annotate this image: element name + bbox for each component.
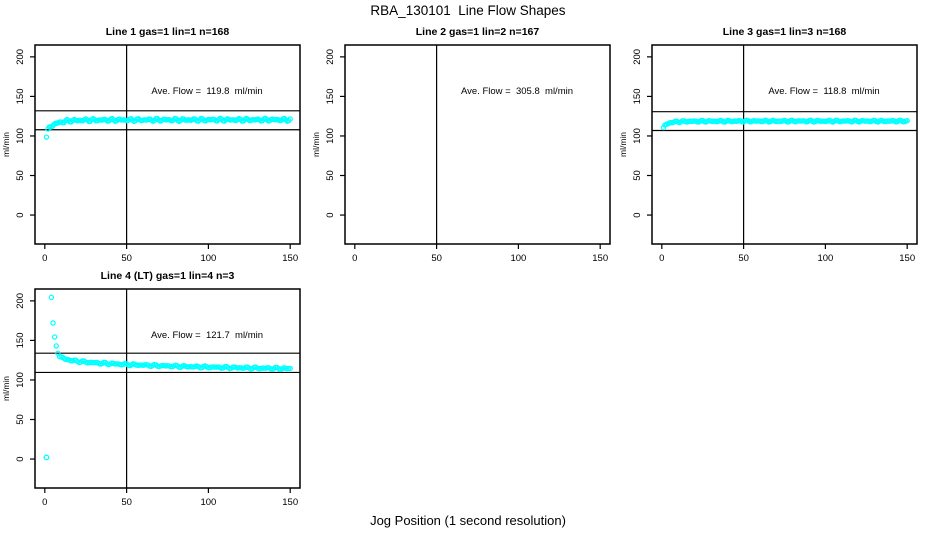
data-point [53, 343, 59, 349]
y-tick-label: 150 [15, 332, 26, 348]
x-tick-label: 150 [899, 253, 915, 264]
panel-title: Line 1 gas=1 lin=1 n=168 [106, 26, 230, 38]
y-tick-label: 100 [632, 128, 643, 144]
y-tick-label: 50 [15, 170, 26, 181]
x-tick-label: 50 [121, 253, 132, 264]
x-tick-label: 150 [282, 253, 298, 264]
data-point [904, 118, 910, 124]
plot-box [651, 44, 918, 245]
y-axis-title: ml/min [618, 132, 628, 157]
data-point [287, 365, 293, 372]
x-tick-label: 150 [592, 253, 608, 264]
panel-line-2: Line 2 gas=1 lin=2 n=167 Ave. Flow = 305.… [311, 26, 611, 264]
panel-line-4: Line 4 (LT) gas=1 lin=4 n=3 Ave. Flow = 1… [1, 270, 301, 508]
x-axis: 0 50 100 150 [352, 244, 608, 264]
y-tick-label: 50 [325, 170, 336, 181]
data-point [50, 320, 56, 326]
x-tick-label: 0 [352, 253, 357, 264]
x-tick-label: 100 [817, 253, 833, 264]
y-tick-label: 0 [15, 212, 26, 217]
y-tick-label: 100 [15, 372, 26, 388]
panel-line-3: Line 3 gas=1 lin=3 n=168 Ave. Flow = 118.… [618, 26, 918, 264]
panel-title: Line 3 gas=1 lin=3 n=168 [723, 26, 847, 38]
x-tick-label: 100 [200, 253, 216, 264]
y-tick-label: 0 [325, 212, 336, 217]
figure-title: RBA_130101 Line Flow Shapes [370, 3, 566, 18]
y-tick-label: 200 [632, 49, 643, 65]
ave-flow-label: Ave. Flow = 305.8 ml/min [461, 86, 573, 97]
x-tick-label: 50 [738, 253, 749, 264]
data-point [287, 116, 293, 122]
x-tick-label: 0 [42, 253, 47, 264]
y-tick-label: 50 [15, 414, 26, 425]
y-tick-label: 200 [15, 293, 26, 309]
y-axis-title: ml/min [1, 376, 11, 401]
y-axis: 0 50 100 150 200 [632, 49, 652, 218]
panel-title: Line 4 (LT) gas=1 lin=4 n=3 [101, 270, 235, 282]
x-tick-label: 100 [200, 497, 216, 508]
y-tick-label: 0 [632, 212, 643, 217]
data-point [51, 334, 58, 340]
y-axis-title: ml/min [311, 132, 321, 157]
y-axis: 0 50 100 150 200 [15, 293, 35, 462]
x-axis: 0 50 100 150 [659, 244, 915, 264]
x-tick-label: 150 [282, 497, 298, 508]
x-tick-label: 50 [431, 253, 442, 264]
x-tick-label: 100 [510, 253, 526, 264]
x-axis: 0 50 100 150 [42, 488, 298, 508]
y-axis-title: ml/min [1, 132, 11, 157]
y-tick-label: 200 [325, 49, 336, 65]
y-tick-label: 0 [15, 456, 26, 461]
panel-line-1: Line 1 gas=1 lin=1 n=168 Ave. Flow = 119.… [1, 26, 301, 264]
data-points [43, 294, 293, 461]
y-tick-label: 100 [325, 128, 336, 144]
data-points [660, 117, 910, 131]
y-tick-label: 150 [632, 88, 643, 104]
x-axis-label: Jog Position (1 second resolution) [370, 513, 566, 528]
y-axis: 0 50 100 150 200 [15, 49, 35, 218]
data-point [43, 134, 50, 140]
y-tick-label: 100 [15, 128, 26, 144]
ave-flow-label: Ave. Flow = 119.8 ml/min [151, 86, 262, 97]
plot-box [344, 44, 611, 245]
y-axis: 0 50 100 150 200 [325, 49, 345, 218]
data-point [43, 454, 50, 461]
x-axis: 0 50 100 150 [42, 244, 298, 264]
plot-box [34, 288, 301, 489]
plot-box [34, 44, 301, 245]
data-point [48, 294, 55, 301]
x-tick-label: 50 [121, 497, 132, 508]
x-tick-label: 0 [659, 253, 664, 264]
ave-flow-label: Ave. Flow = 118.8 ml/min [768, 86, 879, 97]
y-tick-label: 150 [15, 88, 26, 104]
data-points [43, 115, 293, 140]
ave-flow-label: Ave. Flow = 121.7 ml/min [151, 330, 263, 341]
y-tick-label: 50 [632, 170, 643, 181]
y-tick-label: 200 [15, 49, 26, 65]
y-tick-label: 150 [325, 88, 336, 104]
x-tick-label: 0 [42, 497, 47, 508]
panel-title: Line 2 gas=1 lin=2 n=167 [416, 26, 540, 38]
